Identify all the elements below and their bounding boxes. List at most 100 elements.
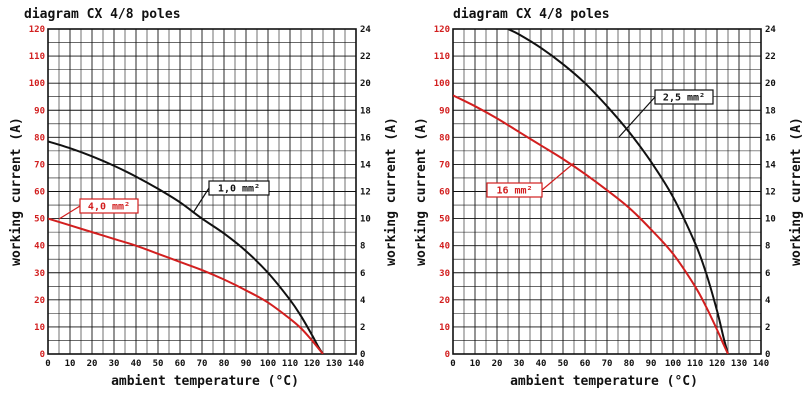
grid xyxy=(452,28,762,355)
series-callout: 16 mm² xyxy=(486,162,575,198)
x-tick-label: 90 xyxy=(241,359,252,369)
x-tick-label: 60 xyxy=(175,359,186,369)
callout-label: 2,5 mm² xyxy=(663,93,705,104)
x-tick-label: 120 xyxy=(709,359,725,369)
y-tick-label-left: 90 xyxy=(439,106,450,116)
x-tick-label: 0 xyxy=(45,359,50,369)
x-tick-label: 10 xyxy=(470,359,481,369)
y-tick-label-right: 24 xyxy=(765,25,776,35)
x-tick-label: 110 xyxy=(282,359,298,369)
chart-title: diagram CX 4/8 poles xyxy=(24,7,181,22)
plot-frame xyxy=(452,28,762,355)
y-tick-label-left: 50 xyxy=(439,215,450,225)
y-tick-label-left: 60 xyxy=(439,188,450,198)
y-tick-label-left: 80 xyxy=(34,133,45,143)
x-tick-label: 80 xyxy=(219,359,230,369)
y-tick-label-right: 10 xyxy=(765,215,776,225)
callout-box xyxy=(486,182,543,198)
series-callout: 1,0 mm² xyxy=(192,180,270,214)
y-tick-label-right: 8 xyxy=(360,242,365,252)
x-tick-label: 30 xyxy=(514,359,525,369)
y-tick-label-left: 120 xyxy=(29,25,45,35)
callout-label: 1,0 mm² xyxy=(218,184,260,195)
y-tick-label-left: 30 xyxy=(34,269,45,279)
x-tick-label: 100 xyxy=(260,359,276,369)
chart-title: diagram CX 4/8 poles xyxy=(453,7,610,22)
x-axis-label: ambient temperature (°C) xyxy=(111,374,299,389)
y-tick-label-right: 6 xyxy=(765,269,770,279)
y-axis-label-right: working current (A) xyxy=(789,117,804,266)
y-tick-label-left: 40 xyxy=(34,242,45,252)
plot-frame xyxy=(47,28,357,355)
y-tick-label-left: 120 xyxy=(434,25,450,35)
y-tick-label-right: 2 xyxy=(765,323,770,333)
y-tick-label-right: 2 xyxy=(360,323,365,333)
y-tick-label-right: 20 xyxy=(765,79,776,89)
y-tick-label-left: 20 xyxy=(439,296,450,306)
y-tick-label-left: 60 xyxy=(34,188,45,198)
y-tick-label-right: 24 xyxy=(360,25,371,35)
series-callout: 4,0 mm² xyxy=(58,198,139,220)
callout-box xyxy=(654,89,714,105)
x-tick-label: 10 xyxy=(65,359,76,369)
y-tick-label-right: 22 xyxy=(360,52,371,62)
y-axis-label-left: working current (A) xyxy=(414,117,429,266)
y-tick-label-left: 0 xyxy=(445,350,450,360)
x-tick-label: 80 xyxy=(624,359,635,369)
x-tick-label: 130 xyxy=(326,359,342,369)
x-tick-label: 110 xyxy=(687,359,703,369)
y-axis-label-left: working current (A) xyxy=(9,117,24,266)
series-line-1 xyxy=(48,140,324,354)
y-tick-label-left: 50 xyxy=(34,215,45,225)
x-axis-label: ambient temperature (°C) xyxy=(510,374,698,389)
y-tick-label-right: 12 xyxy=(360,188,371,198)
callout-label: 4,0 mm² xyxy=(88,202,130,213)
callout-leader-line xyxy=(618,96,656,138)
x-tick-label: 20 xyxy=(87,359,98,369)
y-tick-label-right: 4 xyxy=(765,296,771,306)
y-tick-label-right: 10 xyxy=(360,215,371,225)
y-tick-label-left: 70 xyxy=(34,160,45,170)
y-tick-label-left: 10 xyxy=(439,323,450,333)
series-line-2 xyxy=(48,217,324,354)
y-tick-label-right: 16 xyxy=(765,133,776,143)
y-tick-label-left: 80 xyxy=(439,133,450,143)
x-tick-label: 120 xyxy=(304,359,320,369)
y-tick-label-right: 22 xyxy=(765,52,776,62)
y-tick-label-left: 70 xyxy=(439,160,450,170)
series-line-2 xyxy=(453,94,729,354)
y-tick-label-left: 0 xyxy=(40,350,45,360)
x-tick-label: 130 xyxy=(731,359,747,369)
x-tick-label: 20 xyxy=(492,359,503,369)
y-tick-label-right: 18 xyxy=(765,106,776,116)
callout-leader-line xyxy=(192,187,210,214)
y-tick-label-left: 20 xyxy=(34,296,45,306)
x-tick-label: 40 xyxy=(536,359,547,369)
y-tick-label-right: 16 xyxy=(360,133,371,143)
y-tick-label-left: 90 xyxy=(34,106,45,116)
x-tick-label: 140 xyxy=(348,359,364,369)
y-tick-label-left: 100 xyxy=(29,79,45,89)
callout-leader-line xyxy=(58,205,81,220)
y-tick-label-left: 40 xyxy=(439,242,450,252)
series-line-1 xyxy=(507,29,729,354)
callout-box xyxy=(79,198,139,214)
x-tick-label: 30 xyxy=(109,359,120,369)
y-tick-label-left: 100 xyxy=(434,79,450,89)
x-tick-label: 50 xyxy=(153,359,164,369)
y-tick-label-right: 0 xyxy=(360,350,365,360)
x-tick-label: 0 xyxy=(450,359,455,369)
x-tick-label: 140 xyxy=(753,359,769,369)
x-tick-label: 100 xyxy=(665,359,681,369)
y-tick-label-right: 6 xyxy=(360,269,365,279)
x-tick-label: 40 xyxy=(131,359,142,369)
y-tick-label-right: 18 xyxy=(360,106,371,116)
y-tick-label-right: 4 xyxy=(360,296,366,306)
callout-leader-line xyxy=(541,162,575,191)
y-tick-label-right: 20 xyxy=(360,79,371,89)
y-tick-label-left: 30 xyxy=(439,269,450,279)
